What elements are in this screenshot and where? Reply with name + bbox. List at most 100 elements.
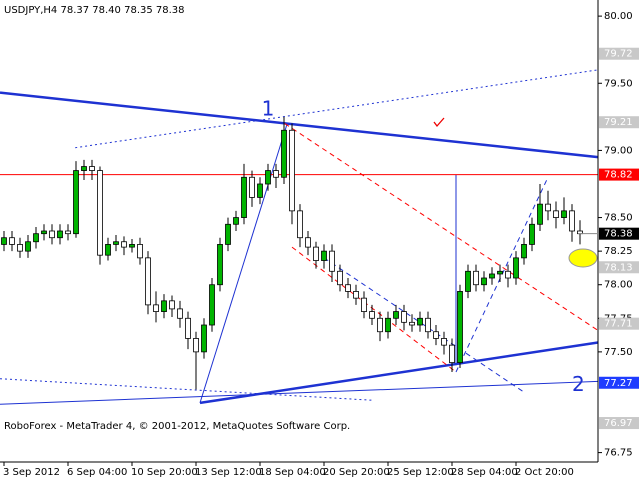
candle-body — [537, 203, 543, 225]
candle-body — [513, 257, 519, 279]
candle-body — [401, 311, 407, 323]
footer: RoboForex - MetaTrader 4, © 2001-2012, M… — [4, 421, 350, 432]
candle-body — [273, 170, 279, 178]
candle-body — [233, 217, 239, 225]
candle-body — [249, 176, 255, 198]
trend-line — [323, 257, 525, 393]
trend-line — [0, 91, 599, 159]
candle-body — [33, 233, 39, 243]
candle-body — [409, 321, 415, 326]
candle-body — [97, 170, 103, 256]
candle-body — [297, 210, 303, 239]
candle-body — [561, 210, 567, 218]
trend-line — [199, 123, 288, 404]
x-tick-label: 25 Sep 12:00 — [387, 467, 454, 478]
candle-body — [49, 230, 55, 239]
candle-body — [545, 203, 551, 212]
candle-body — [225, 223, 231, 245]
trend-line — [0, 378, 373, 401]
candle-body — [353, 291, 359, 299]
level-label: 77.71 — [604, 319, 633, 330]
last-price-label: 78.38 — [604, 229, 633, 240]
candle-body — [217, 244, 223, 286]
level-label: 77.27 — [604, 378, 633, 389]
candle-body — [313, 246, 319, 261]
x-tick-label: 10 Sep 20:00 — [131, 467, 198, 478]
x-tick-label: 6 Sep 04:00 — [67, 467, 127, 478]
candle-body — [465, 270, 471, 292]
wave-label: 1 — [262, 97, 275, 121]
candle-body — [345, 284, 351, 292]
candle-body — [177, 308, 183, 319]
check-mark — [433, 117, 445, 128]
candle-body — [321, 250, 327, 261]
candle-body — [73, 170, 79, 235]
level-box — [599, 417, 639, 430]
candle-body — [553, 210, 559, 218]
y-tick-label: 78.25 — [604, 246, 633, 257]
level-label: 79.72 — [604, 49, 633, 60]
candle-body — [9, 237, 15, 245]
candle-body — [393, 311, 399, 319]
candle-body — [113, 241, 119, 245]
candle-body — [1, 237, 7, 245]
candle-body — [41, 230, 47, 235]
level-label: 79.21 — [604, 117, 633, 128]
level-label: 78.13 — [604, 262, 633, 273]
candle-body — [161, 300, 167, 312]
candle-body — [209, 284, 215, 326]
price-line-box — [599, 168, 639, 181]
candle-body — [337, 270, 343, 286]
candle-body — [521, 244, 527, 259]
y-tick-label: 80.00 — [604, 11, 633, 22]
candle-body — [185, 317, 191, 339]
candle-body — [201, 324, 207, 353]
level-box — [599, 261, 639, 274]
candle-body — [169, 300, 175, 310]
candle-body — [457, 291, 463, 364]
candle-body — [417, 317, 423, 326]
y-tick-label: 78.50 — [604, 213, 633, 224]
last-price-box — [599, 227, 639, 240]
candle-body — [497, 270, 503, 275]
candle-body — [153, 304, 159, 312]
candle-body — [25, 241, 31, 252]
y-tick-label: 79.50 — [604, 78, 633, 89]
candle-body — [361, 297, 367, 312]
candle-body — [145, 257, 151, 306]
trend-line — [291, 246, 457, 373]
candle-body — [377, 317, 383, 333]
candle-body — [481, 277, 487, 286]
candle-body — [385, 317, 391, 333]
candle-body — [65, 230, 71, 235]
candle-body — [289, 129, 295, 212]
x-tick-label: 20 Sep 20:00 — [323, 467, 390, 478]
chart-title: USDJPY,H4 78.37 78.40 78.35 78.38 — [4, 5, 185, 16]
price-line-label: 78.82 — [604, 170, 633, 181]
candle-body — [81, 166, 87, 171]
y-tick-label: 76.75 — [604, 448, 633, 459]
level-box — [599, 47, 639, 60]
candle-body — [105, 244, 111, 256]
x-tick-label: 28 Sep 04:00 — [451, 467, 518, 478]
candle-body — [449, 344, 455, 364]
candle-body — [329, 250, 335, 272]
candle-body — [137, 244, 143, 259]
candle-body — [257, 183, 263, 198]
y-tick-label: 78.00 — [604, 280, 633, 291]
level-label: 76.97 — [604, 418, 633, 429]
candle-body — [505, 270, 511, 279]
candle-body — [265, 170, 271, 185]
level-box — [599, 116, 639, 129]
candle-body — [473, 270, 479, 286]
candle-body — [489, 273, 495, 279]
y-tick-label: 77.50 — [604, 347, 633, 358]
candle-body — [89, 166, 95, 171]
candle-body — [305, 237, 311, 248]
candle-body — [369, 311, 375, 319]
wave-label: 2 — [572, 372, 585, 396]
candle-body — [425, 317, 431, 333]
candle-body — [241, 176, 247, 218]
candle-body — [281, 129, 287, 178]
